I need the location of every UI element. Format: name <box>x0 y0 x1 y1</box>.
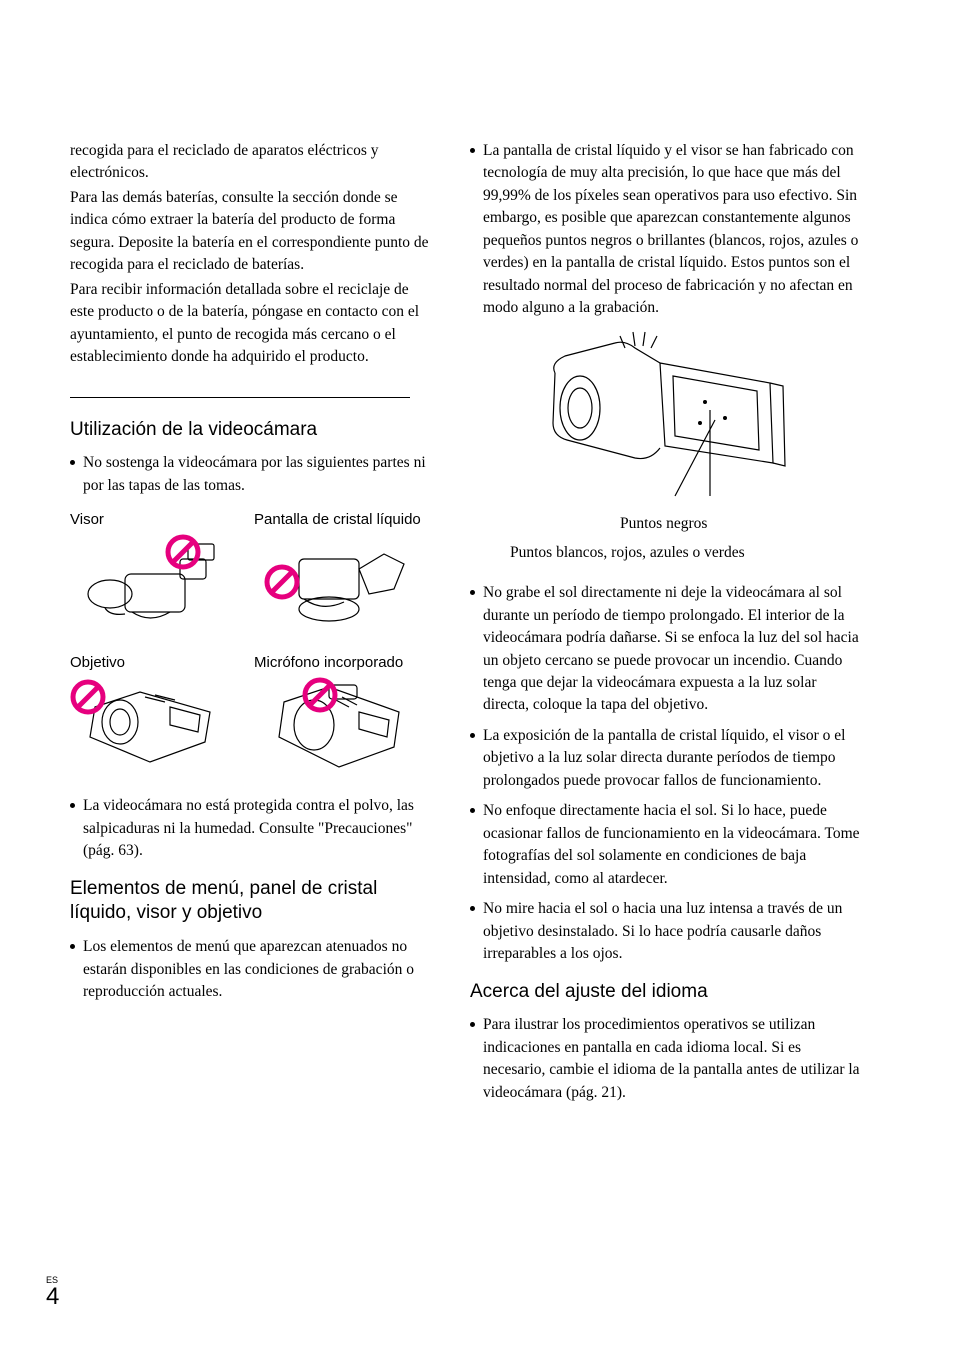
bullet-icon <box>470 808 475 813</box>
sun-bullet-2-text: La exposición de la pantalla de cristal … <box>483 725 860 792</box>
bullet-icon <box>470 1022 475 1027</box>
left-column: recogida para el reciclado de aparatos e… <box>70 140 430 1112</box>
heading-language: Acerca del ajuste del idioma <box>470 980 860 1005</box>
bullet-icon <box>470 590 475 595</box>
sun-bullet-1-text: No grabe el sol directamente ni deje la … <box>483 582 860 717</box>
usage-bullet-2-text: La videocámara no está protegida contra … <box>83 795 430 862</box>
figure-pantalla-label: Pantalla de cristal líquido <box>254 511 430 528</box>
camcorder-lcd-diagram-illustration <box>525 328 805 503</box>
callout-black-points: Puntos negros <box>620 513 860 535</box>
bullet-icon <box>470 906 475 911</box>
usage-bullet-1-text: No sostenga la videocámara por las sigui… <box>83 452 430 497</box>
heading-usage: Utilización de la videocámara <box>70 418 430 443</box>
figure-objetivo: Objetivo <box>70 654 246 777</box>
bullet-icon <box>470 733 475 738</box>
figure-grid: Visor <box>70 511 430 777</box>
lcd-diagram <box>525 328 805 503</box>
figure-pantalla: Pantalla de cristal líquido <box>254 511 430 634</box>
sun-bullet-3-text: No enfoque directamente hacia el sol. Si… <box>483 800 860 890</box>
sun-bullet-4: No mire hacia el sol o hacia una luz int… <box>470 898 860 965</box>
bullet-icon <box>470 148 475 153</box>
intro-para-1: recogida para el reciclado de aparatos e… <box>70 140 430 185</box>
intro-para-3: Para recibir información detallada sobre… <box>70 279 430 369</box>
sun-bullet-2: La exposición de la pantalla de cristal … <box>470 725 860 792</box>
heading-menu: Elementos de menú, panel de cristal líqu… <box>70 877 430 926</box>
prohibit-icon <box>70 679 106 715</box>
intro-para-2: Para las demás baterías, consulte la sec… <box>70 187 430 277</box>
menu-bullet-1-text: Los elementos de menú que aparezcan aten… <box>83 936 430 1003</box>
sun-bullet-3: No enfoque directamente hacia el sol. Si… <box>470 800 860 890</box>
prohibit-icon <box>264 564 300 600</box>
callout-white-points: Puntos blancos, rojos, azules o verdes <box>510 542 860 564</box>
figure-objetivo-label: Objetivo <box>70 654 246 671</box>
bullet-icon <box>70 944 75 949</box>
sun-bullet-4-text: No mire hacia el sol o hacia una luz int… <box>483 898 860 965</box>
lcd-bullet-1-text: La pantalla de cristal líquido y el viso… <box>483 140 860 320</box>
figure-microfono: Micrófono incorporado <box>254 654 430 777</box>
menu-bullet-1: Los elementos de menú que aparezcan aten… <box>70 936 430 1003</box>
usage-bullet-2: La videocámara no está protegida contra … <box>70 795 430 862</box>
bullet-icon <box>70 460 75 465</box>
lang-bullet-1: Para ilustrar los procedimientos operati… <box>470 1014 860 1104</box>
camcorder-visor-illustration <box>70 534 230 634</box>
figure-pantalla-image <box>254 534 414 634</box>
page-number-value: 4 <box>46 1283 59 1310</box>
figure-microfono-label: Micrófono incorporado <box>254 654 430 671</box>
figure-objetivo-image <box>70 677 230 777</box>
figure-microfono-image <box>254 677 414 777</box>
figure-visor: Visor <box>70 511 246 634</box>
bullet-icon <box>70 803 75 808</box>
lcd-bullet-1: La pantalla de cristal líquido y el viso… <box>470 140 860 320</box>
page-number: ES 4 <box>46 1275 59 1309</box>
prohibit-icon <box>165 534 201 570</box>
prohibit-icon <box>302 677 338 713</box>
usage-bullet-1: No sostenga la videocámara por las sigui… <box>70 452 430 497</box>
sun-bullet-1: No grabe el sol directamente ni deje la … <box>470 582 860 717</box>
figure-visor-image <box>70 534 230 634</box>
figure-visor-label: Visor <box>70 511 246 528</box>
right-column: La pantalla de cristal líquido y el viso… <box>470 140 860 1112</box>
lang-bullet-1-text: Para ilustrar los procedimientos operati… <box>483 1014 860 1104</box>
section-divider <box>70 397 410 398</box>
